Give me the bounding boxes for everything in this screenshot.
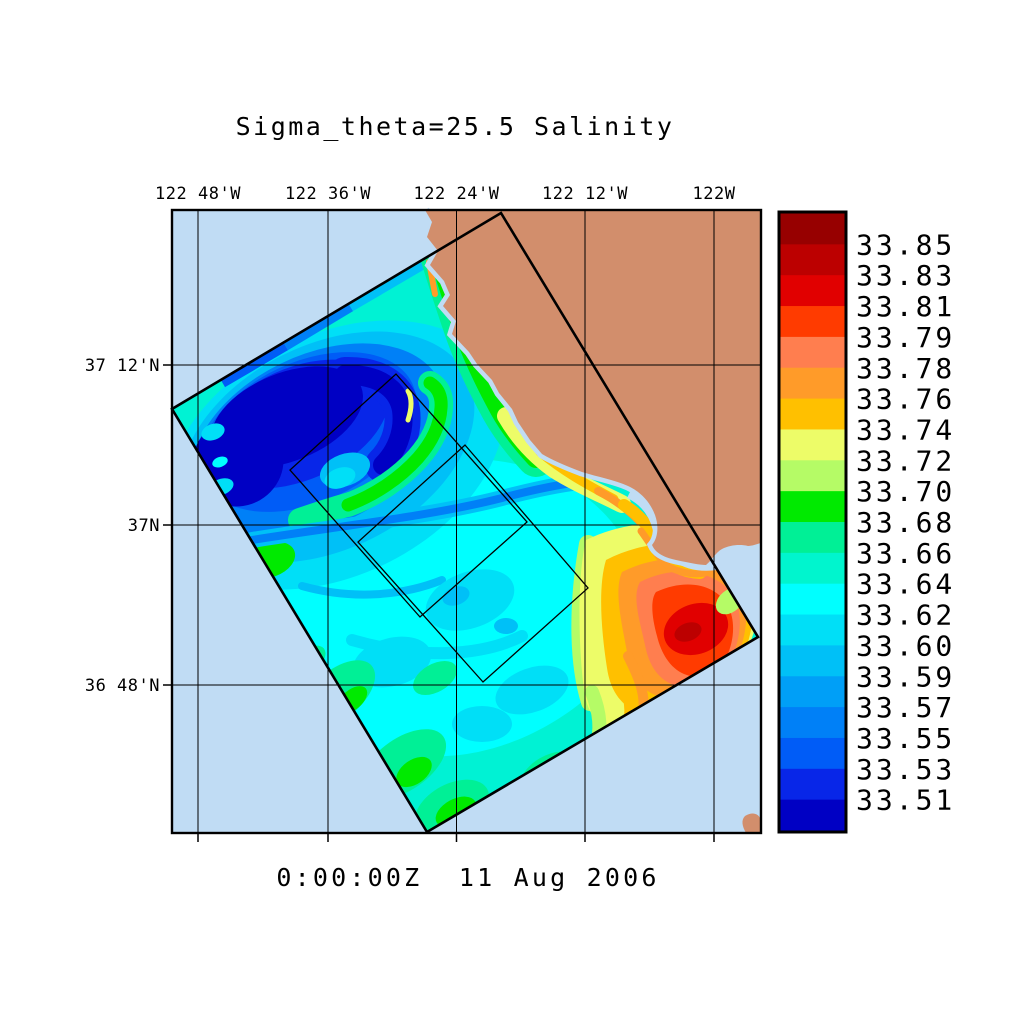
colorbar-band: [780, 737, 845, 770]
colorbar-band: [780, 306, 845, 338]
colorbar-band: [780, 799, 845, 831]
colorbar-band: [780, 398, 845, 430]
x-axis-labels: 122 48'W 122 36'W 122 24'W 122 12'W 122W: [155, 184, 736, 842]
x-tick-label: 122 36'W: [285, 184, 371, 204]
colorbar-tick-label: 33.66: [856, 537, 955, 570]
colorbar-tick-label: 33.81: [856, 290, 955, 323]
colorbar-band: [780, 583, 845, 616]
colorbar-tick-label: 33.78: [856, 352, 955, 385]
colorbar-band: [780, 429, 845, 461]
latlon-grid: [172, 210, 761, 833]
colorbar-band: [780, 275, 845, 307]
x-tick-label: 122 24'W: [414, 184, 500, 204]
colorbar-tick-label: 33.64: [856, 568, 955, 601]
colorbar-band: [780, 707, 845, 739]
colorbar-tick-label: 33.59: [856, 660, 955, 693]
colorbar-tick-label: 33.53: [856, 753, 955, 786]
colorbar-band: [780, 244, 845, 276]
coastal-islet: [742, 813, 761, 833]
x-tick-label: 122 12'W: [542, 184, 628, 204]
y-tick-label: 37 12'N: [85, 356, 160, 376]
time-label: 0:00:00Z 11 Aug 2006: [276, 863, 659, 892]
colorbar-band: [780, 676, 845, 708]
colorbar-tick-label: 33.76: [856, 383, 955, 416]
colorbar-border: [777, 210, 848, 834]
colorbar-tick-label: 33.68: [856, 506, 955, 539]
colorbar-tick-label: 33.74: [856, 413, 955, 446]
colorbar-tick-label: 33.57: [856, 691, 955, 724]
blue-filaments: [244, 475, 580, 660]
colorbar-tick-label: 33.85: [856, 228, 955, 261]
colorbar-band: [780, 768, 845, 801]
x-tick-label: 122 48'W: [155, 184, 241, 204]
nested-domain-2: [357, 444, 589, 683]
colorbar-bands: [780, 213, 845, 831]
y-tick-label: 37N: [128, 516, 160, 536]
colorbar-band: [780, 522, 845, 554]
colorbar-band: [780, 367, 845, 400]
colorbar-band: [780, 645, 845, 677]
colorbar-band: [780, 614, 845, 646]
colorbar-band: [780, 336, 845, 369]
x-tick-label: 122W: [693, 184, 736, 204]
colorbar-tick-label: 33.70: [856, 475, 955, 508]
plot-title: Sigma_theta=25.5 Salinity: [236, 112, 675, 141]
map-frame: [170, 208, 763, 835]
colorbar-band: [780, 213, 845, 245]
nested-domain-1: [289, 373, 528, 618]
colorbar-band: [780, 491, 845, 523]
colorbar-tick-labels: 33.8533.8333.8133.7933.7833.7633.7433.72…: [856, 228, 955, 817]
colorbar-tick-label: 33.60: [856, 629, 955, 662]
colorbar-tick-label: 33.62: [856, 599, 955, 632]
colorbar-tick-label: 33.72: [856, 444, 955, 477]
colorbar-band: [780, 460, 845, 492]
colorbar-tick-label: 33.83: [856, 259, 955, 292]
colorbar-tick-label: 33.51: [856, 784, 955, 817]
colorbar-band: [780, 552, 845, 585]
colorbar: 33.8533.8333.8133.7933.7833.7633.7433.72…: [777, 210, 955, 834]
colorbar-tick-label: 33.79: [856, 321, 955, 354]
y-axis-labels: 37 12'N 37N 36 48'N: [85, 356, 172, 696]
colorbar-tick-label: 33.55: [856, 722, 955, 755]
land-mass: [425, 210, 761, 565]
y-tick-label: 36 48'N: [85, 676, 160, 696]
